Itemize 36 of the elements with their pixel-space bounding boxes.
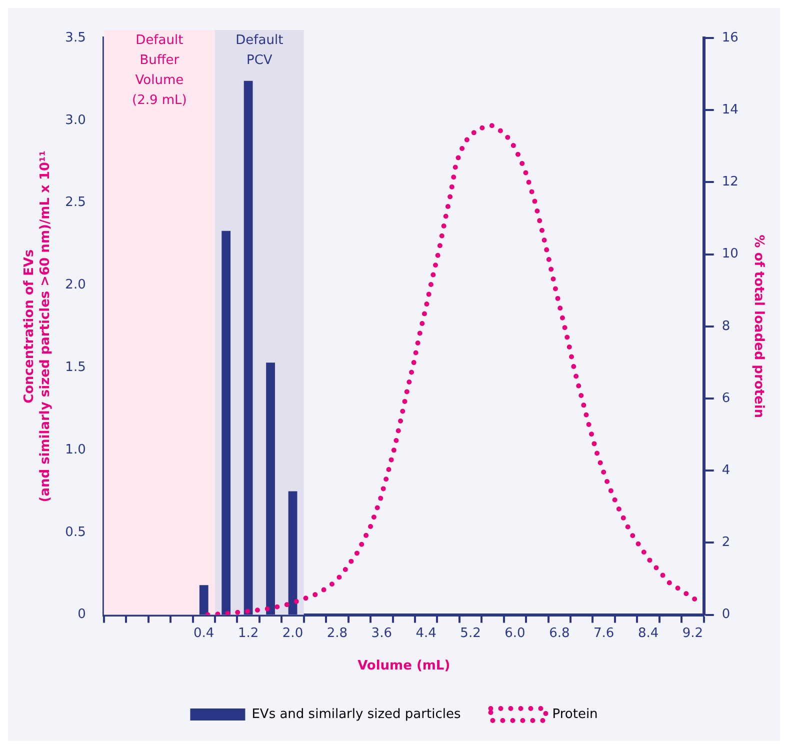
x-tick-label: 7.6 xyxy=(594,626,614,641)
y-tick-label: 3.5 xyxy=(65,30,86,46)
x-tick-label: 8.4 xyxy=(638,626,659,641)
x-tick-label: 1.2 xyxy=(238,626,259,641)
y-axis-title: Concentration of EVs (and similarly sized particles >60 nm)/mL x 10¹¹ xyxy=(22,150,53,502)
x-tick-label: 0.4 xyxy=(194,626,214,641)
band-label: Default PCV xyxy=(236,32,284,68)
y-tick-label: 3.0 xyxy=(65,112,86,128)
y-tick-label: 0.5 xyxy=(65,524,86,540)
y-tick-label: 1.0 xyxy=(65,442,86,458)
x-tick-label: 6.0 xyxy=(504,626,526,641)
y-tick-label: 1.5 xyxy=(65,360,86,375)
y2-axis-title: % of total loaded protein xyxy=(750,234,766,418)
x-tick-label: 9.2 xyxy=(682,626,704,641)
y2-tick-label: 16 xyxy=(722,30,738,46)
x-tick-label: 2.0 xyxy=(282,626,304,641)
y2-tick-label: 6 xyxy=(722,390,730,406)
y2-tick-label: 14 xyxy=(722,102,738,118)
x-tick-label: 4.4 xyxy=(416,626,436,641)
y-tick-label: 0 xyxy=(78,607,86,622)
y-tick-label: 2.0 xyxy=(65,278,86,293)
x-tick-label: 3.6 xyxy=(371,626,392,641)
y2-tick-label: 4 xyxy=(722,462,730,478)
y2-tick-label: 0 xyxy=(722,607,730,622)
x-axis-title: Volume (mL) xyxy=(358,658,450,674)
y2-tick-label: 8 xyxy=(722,318,730,334)
legend-label: Protein xyxy=(552,706,598,722)
y2-tick-label: 12 xyxy=(722,174,738,190)
y2-tick-label: 2 xyxy=(722,535,730,550)
y-tick-label: 2.5 xyxy=(65,195,86,210)
band-label: Default Buffer Volume (2.9 mL) xyxy=(132,32,187,108)
x-tick-label: 2.8 xyxy=(326,626,348,641)
legend-label: EVs and similarly sized particles xyxy=(252,706,461,722)
x-tick-label: 6.8 xyxy=(549,626,570,641)
x-tick-label: 5.2 xyxy=(460,626,481,641)
y2-tick-label: 10 xyxy=(722,246,738,262)
